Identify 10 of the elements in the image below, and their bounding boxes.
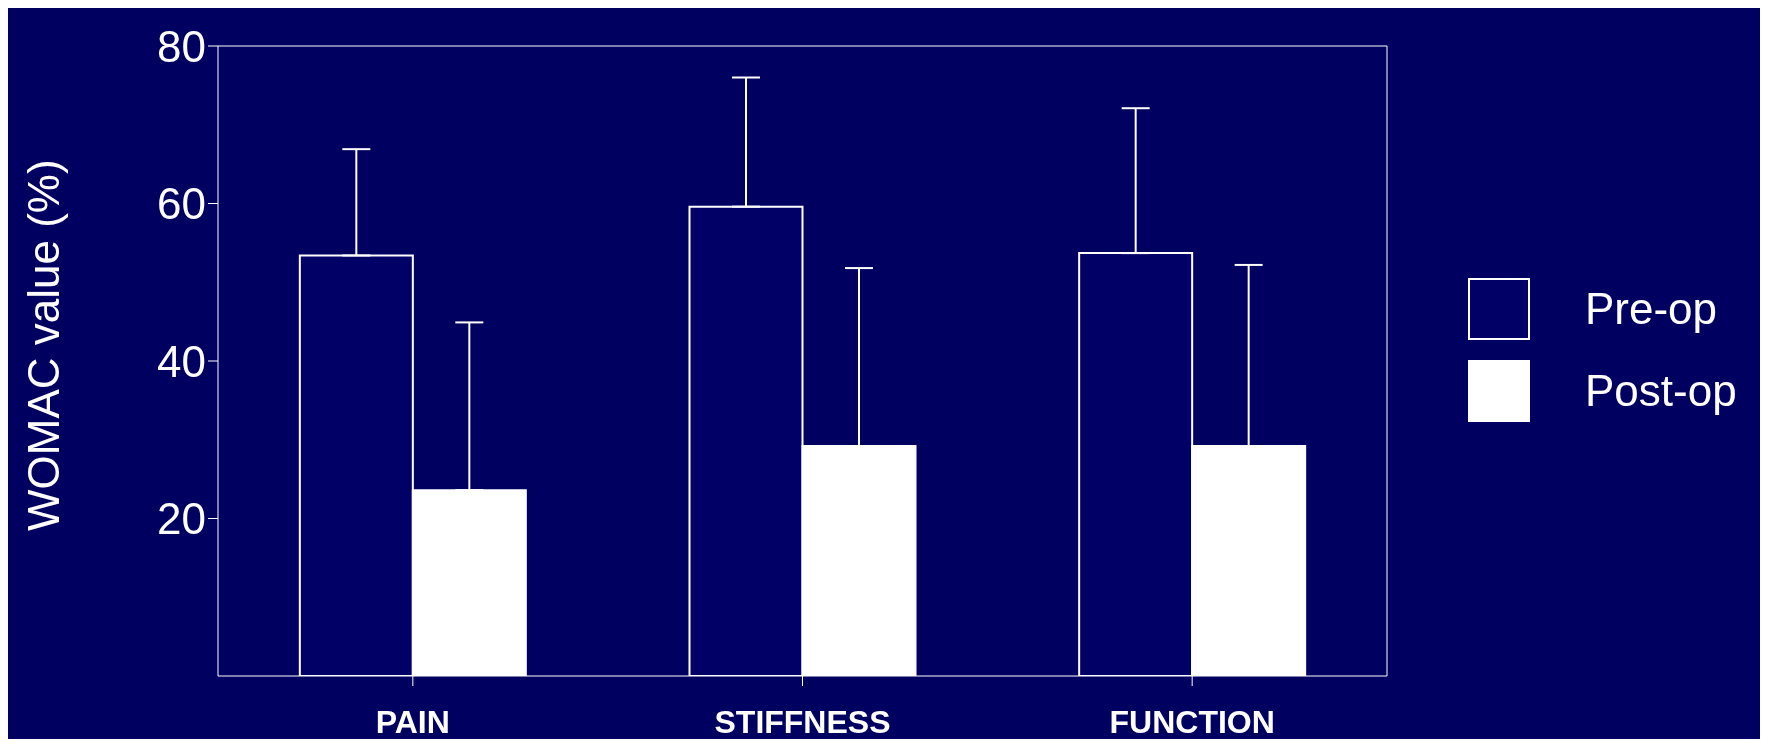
legend-label: Pre-op [1585, 284, 1718, 334]
x-tick-label: PAIN [375, 703, 450, 740]
y-tick-label: 60 [157, 179, 206, 229]
y-tick-label: 20 [157, 494, 206, 544]
x-tick-label: STIFFNESS [714, 703, 891, 740]
x-tick-label: FUNCTION [1109, 703, 1275, 740]
y-tick-label: 40 [157, 336, 206, 386]
y-axis-title: WOMAC value (%) [18, 159, 68, 531]
y-tick-label: 80 [157, 21, 206, 71]
legend-label: Post-op [1585, 366, 1737, 416]
